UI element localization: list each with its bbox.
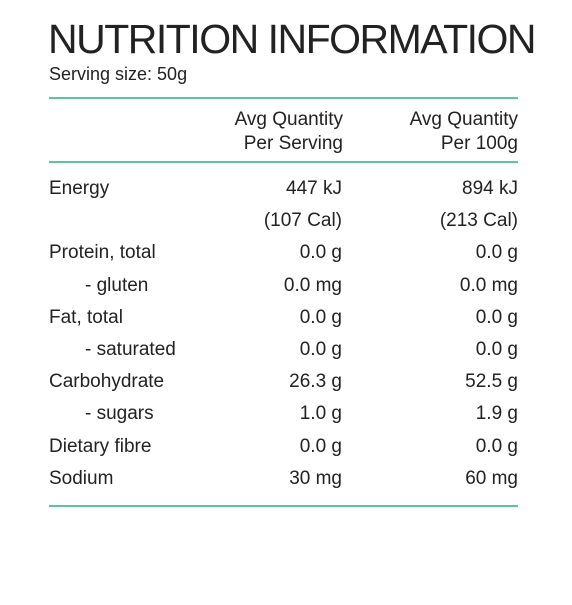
column-header-per-100g: Avg Quantity Per 100g [410, 108, 518, 156]
column-header-line: Avg Quantity [234, 109, 343, 130]
nutrient-label: Protein, total [49, 242, 156, 264]
nutrient-label: Energy [49, 178, 110, 199]
nutrient-row: Dietary fibre 0.0 g 0.0 g [0, 431, 572, 463]
nutrient-row: - saturated 0.0 g 0.0 g [0, 334, 572, 366]
per-100g-value: 0.0 mg [459, 274, 518, 296]
divider-bottom [49, 505, 518, 507]
nutrient-row: - gluten 0.0 mg 0.0 mg [0, 270, 572, 302]
nutrient-row: Sodium 30 mg 60 mg [0, 463, 572, 495]
per-serving-value: 0.0 g [299, 338, 342, 360]
per-100g-value: 52.5 g [465, 371, 518, 393]
column-header-line: Per 100g [440, 133, 518, 154]
per-100g-value: 0.0 g [475, 435, 518, 457]
per-serving-value: 26.3 g [289, 371, 342, 393]
per-100g-value: 894 kJ [462, 178, 518, 199]
panel-title: NUTRITION INFORMATION [48, 16, 537, 62]
column-header-per-serving: Avg Quantity Per Serving [235, 108, 343, 156]
per-100g-value: 0.0 g [475, 242, 518, 264]
nutrient-row: (107 Cal) (213 Cal) [0, 205, 572, 237]
per-100g-value: 0.0 g [475, 306, 518, 328]
per-serving-value: 0.0 g [299, 242, 342, 264]
per-serving-value: 1.0 g [299, 403, 342, 425]
column-header-line: Avg Quantity [409, 109, 518, 130]
divider-top [49, 97, 518, 99]
nutrient-row: - sugars 1.0 g 1.9 g [0, 398, 572, 430]
per-100g-value: 0.0 g [475, 338, 518, 360]
per-serving-value: 447 kJ [286, 178, 342, 199]
per-serving-value: (107 Cal) [263, 210, 342, 232]
per-100g-value: 1.9 g [475, 403, 518, 425]
per-100g-value: 60 mg [465, 467, 518, 489]
nutrient-label: Carbohydrate [49, 371, 165, 393]
nutrient-row: Carbohydrate 26.3 g 52.5 g [0, 366, 572, 398]
nutrient-row: Protein, total 0.0 g 0.0 g [0, 237, 572, 269]
nutrient-label: Sodium [49, 467, 114, 489]
per-serving-value: 0.0 mg [283, 274, 342, 296]
per-serving-value: 0.0 g [299, 306, 342, 328]
serving-size: Serving size: 50g [49, 64, 188, 84]
nutrient-label: Dietary fibre [49, 435, 152, 457]
per-serving-value: 30 mg [289, 467, 342, 489]
nutrient-label: - gluten [85, 274, 149, 296]
nutrient-label: - sugars [85, 403, 154, 425]
nutrient-label: - saturated [85, 338, 176, 360]
nutrient-row: Energy 447 kJ 894 kJ [0, 173, 572, 205]
per-100g-value: (213 Cal) [439, 210, 518, 232]
column-header-line: Per Serving [243, 133, 343, 154]
per-serving-value: 0.0 g [299, 435, 342, 457]
nutrition-rows: Energy 447 kJ 894 kJ (107 Cal) (213 Cal) Prot… [0, 173, 572, 495]
divider-header [49, 161, 518, 163]
nutrient-label: Fat, total [49, 306, 123, 328]
nutrient-row: Fat, total 0.0 g 0.0 g [0, 302, 572, 334]
